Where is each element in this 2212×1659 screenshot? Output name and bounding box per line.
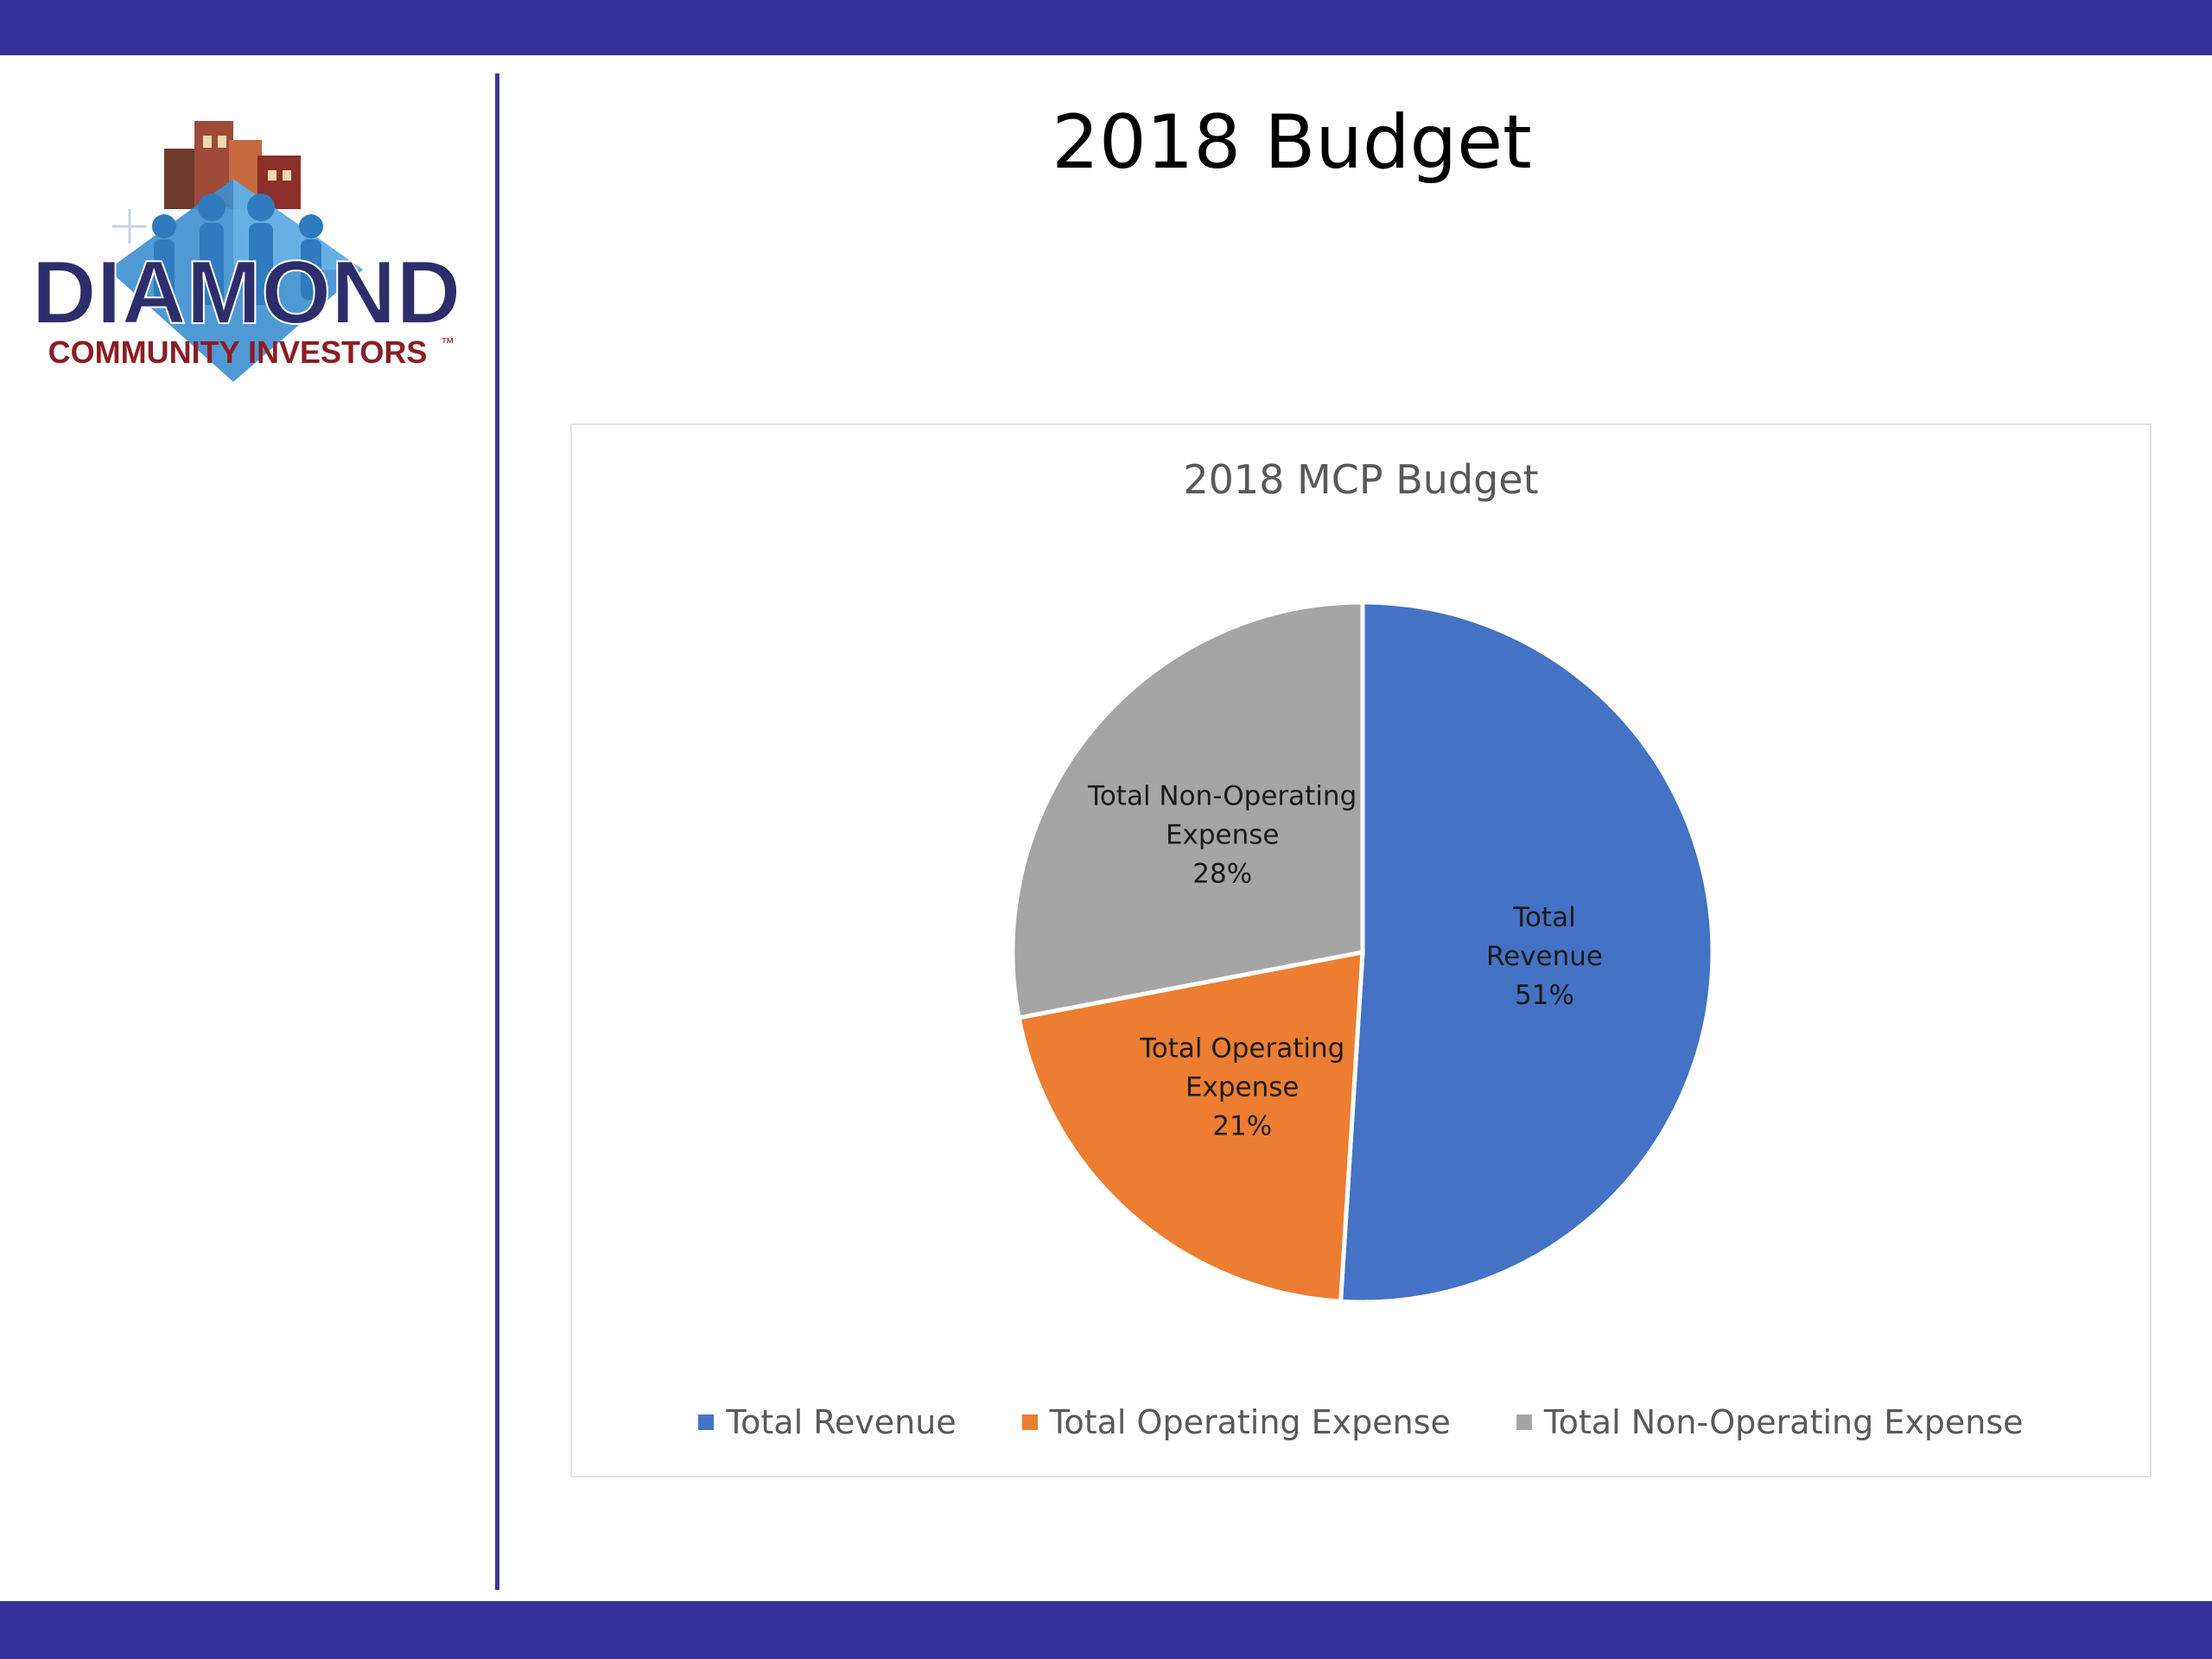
pie-chart: Total Revenue 51% Total Operating Expense 21%… — [1010, 600, 1715, 1305]
legend-item: Total Non-Operating Expense — [1516, 1403, 2024, 1441]
pie-slice-total-operating-expense — [1016, 949, 1365, 1304]
sparkle-icon — [112, 209, 147, 244]
people-icon — [152, 194, 323, 305]
pie-slice-total-revenue — [1338, 600, 1715, 1305]
slice-label-0-line-2: 51% — [1515, 980, 1574, 1011]
slice-label-0-line-1: Revenue — [1486, 941, 1603, 972]
top-bar — [0, 0, 2212, 55]
pie-slice-total-non-operating-expense — [1010, 600, 1365, 1020]
slide-title: 2018 Budget — [1052, 99, 1532, 186]
slice-label-1-line-2: 21% — [1212, 1110, 1272, 1141]
diamond-community-investors-logo: DIAMOND COMMUNITY INVESTORS ™ — [35, 121, 461, 382]
chart-legend: Total Revenue Total Operating Expense Tota… — [572, 1403, 2150, 1441]
chart-container: 2018 MCP Budget Total Revenue 51% Total Ope… — [570, 423, 2152, 1478]
slice-label-1-line-1: Expense — [1185, 1071, 1300, 1103]
legend-label: Total Non-Operating Expense — [1543, 1403, 2024, 1441]
bottom-bar — [0, 1601, 2212, 1659]
legend-label: Total Revenue — [726, 1403, 957, 1441]
legend-item: Total Revenue — [698, 1403, 957, 1441]
slice-label-2-line-0: Total Non-Operating — [1087, 780, 1357, 811]
legend-label: Total Operating Expense — [1049, 1403, 1451, 1441]
chart-title: 2018 MCP Budget — [1183, 456, 1539, 503]
vertical-divider — [495, 73, 499, 1590]
legend-swatch — [1021, 1414, 1038, 1430]
legend-swatch — [1516, 1414, 1532, 1430]
legend-item: Total Operating Expense — [1021, 1403, 1451, 1441]
legend-swatch — [698, 1414, 715, 1430]
slice-label-2-line-2: 28% — [1192, 858, 1252, 889]
slice-label-0-line-0: Total — [1512, 902, 1575, 933]
slice-label-1-line-0: Total Operating — [1139, 1033, 1344, 1064]
svg-text:DIAMOND: DIAMOND — [35, 243, 461, 343]
svg-text:COMMUNITY INVESTORS: COMMUNITY INVESTORS — [48, 334, 428, 370]
slice-label-2-line-1: Expense — [1166, 819, 1280, 850]
svg-text:™: ™ — [441, 336, 454, 351]
